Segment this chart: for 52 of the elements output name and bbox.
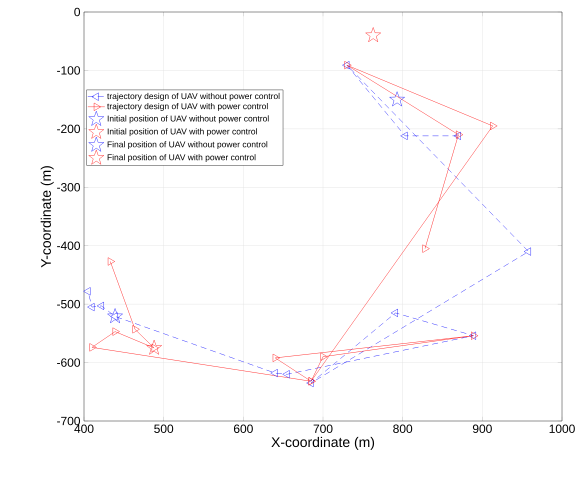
point xyxy=(490,122,498,130)
point xyxy=(365,27,381,42)
y-tick-label: -700 xyxy=(57,416,80,426)
y-tick-label: -400 xyxy=(57,241,80,250)
legend-label: Initial position of UAV without power control xyxy=(108,115,269,124)
legend-label: trajectory design of UAV without power control xyxy=(107,92,280,101)
point xyxy=(471,332,478,340)
point xyxy=(390,308,398,317)
y-tick-label: -600 xyxy=(57,358,80,367)
x-tick-label: 800 xyxy=(393,424,412,433)
x-axis-title: X-coordinate (m) xyxy=(271,436,374,450)
point xyxy=(108,257,115,266)
point xyxy=(454,132,461,140)
legend-label: trajectory design of UAV with power control xyxy=(107,103,268,111)
point xyxy=(400,132,408,140)
point xyxy=(146,340,162,355)
point xyxy=(342,61,350,70)
point xyxy=(107,308,123,324)
point xyxy=(456,130,464,139)
y-tick-label: -500 xyxy=(57,300,80,308)
point xyxy=(270,369,278,378)
legend-label: Initial position of UAV with power control xyxy=(108,128,257,136)
point xyxy=(83,287,90,296)
x-tick-label: 900 xyxy=(472,424,492,433)
legend-label: Final position of UAV without power control xyxy=(108,141,268,150)
x-tick-label: 400 xyxy=(74,424,94,433)
point xyxy=(306,378,314,388)
point xyxy=(112,328,120,336)
legend-label: Final position of UAV with power control xyxy=(108,154,256,162)
point xyxy=(90,343,97,352)
point xyxy=(468,332,476,340)
point xyxy=(524,247,531,256)
point xyxy=(96,302,104,310)
point xyxy=(152,344,159,352)
point xyxy=(132,325,140,334)
point xyxy=(320,352,328,361)
y-tick-label: -200 xyxy=(57,124,80,134)
y-tick-label: -300 xyxy=(57,183,80,192)
point xyxy=(272,354,280,362)
point xyxy=(344,61,352,70)
x-tick-label: 600 xyxy=(234,424,253,433)
y-axis-title: Y-coordinate (m) xyxy=(40,166,54,268)
x-tick-label: 1000 xyxy=(550,424,575,433)
point xyxy=(389,91,405,106)
x-tick-label: 500 xyxy=(154,424,174,433)
x-tick-label: 700 xyxy=(314,424,333,433)
point xyxy=(282,370,290,378)
y-tick-label: 0 xyxy=(74,8,80,16)
point xyxy=(110,312,118,320)
point xyxy=(422,244,430,253)
y-tick-label: -100 xyxy=(57,66,80,75)
point xyxy=(87,302,94,312)
